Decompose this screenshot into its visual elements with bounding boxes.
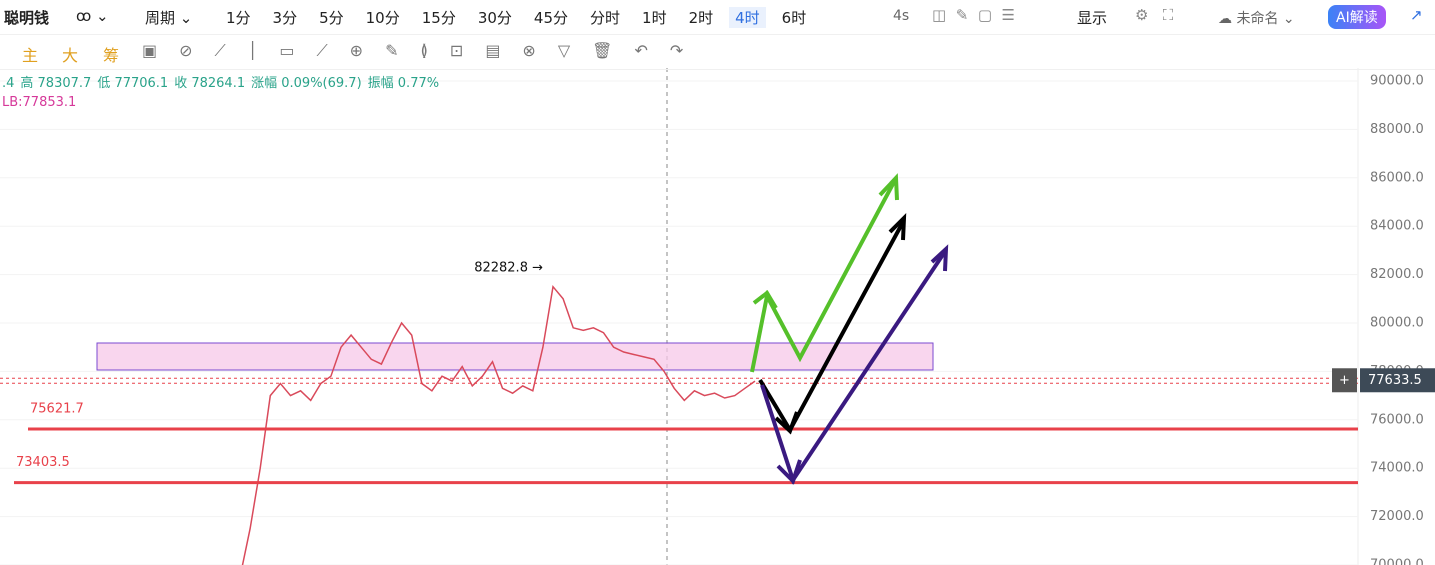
- chips-tool[interactable]: 筹: [103, 46, 120, 65]
- big-tool[interactable]: 大: [62, 46, 79, 65]
- y-tick-label: 90000.0: [1370, 74, 1424, 89]
- info-line: .4 高 78307.7 低 77706.1 收 78264.1 涨幅 0.09%(69…: [2, 72, 445, 91]
- interval[interactable]: 1分: [226, 9, 251, 27]
- interval[interactable]: 15分: [421, 9, 456, 27]
- marks: 70000.072000.074000.076000.078000.080000…: [0, 74, 1435, 565]
- arrow-head: [776, 459, 802, 485]
- info-item: 低 77706.1: [97, 76, 169, 91]
- interval[interactable]: 10分: [365, 9, 400, 27]
- main-tool[interactable]: 主: [22, 46, 39, 65]
- interval[interactable]: 4时: [729, 7, 766, 28]
- y-tick-label: 86000.0: [1370, 170, 1424, 185]
- icons[interactable]: ◫ ✎ ▢ ☰: [932, 6, 1015, 24]
- arrow-head: [752, 290, 778, 310]
- indicator-line: LB:77853.1: [2, 95, 77, 110]
- brand[interactable]: 聪明钱: [4, 9, 50, 27]
- y-tick-label: 84000.0: [1370, 219, 1424, 234]
- intervals: 1分 3分 5分 10分 15分 30分 45分 分时 1时 2时 4时 6时: [226, 7, 828, 28]
- interval[interactable]: 5分: [319, 9, 344, 27]
- arrow-head: [774, 411, 799, 435]
- interval[interactable]: 2时: [688, 9, 714, 27]
- layout[interactable]: ☁ 未命名 ⌄: [1218, 11, 1295, 27]
- y-tick-label: 76000.0: [1370, 412, 1424, 427]
- layout-name: 未命名: [1236, 11, 1279, 27]
- interval[interactable]: 30分: [477, 9, 512, 27]
- toolbar: 聪明钱 ꝏ ⌄ 周期 ⌄ 1分 3分 5分 10分 15分 30分 45分 分时 1时 2时 4时 6…: [0, 0, 1435, 34]
- interval[interactable]: 1时: [642, 9, 667, 27]
- ai-button[interactable]: AI解读: [1328, 5, 1386, 29]
- info-item: 高 78307.7: [20, 76, 92, 91]
- drawings: [750, 173, 949, 485]
- info-item: 收 78264.1: [174, 76, 246, 91]
- y-tick-label: 88000.0: [1370, 122, 1424, 137]
- tool-icons[interactable]: ▣⊘⟋│▭⟋⊕✎≬⊡▤⊗▽🗑↶↷: [142, 41, 706, 60]
- period-label: 周期: [145, 9, 176, 27]
- y-tick-label: 82000.0: [1370, 267, 1424, 282]
- interval[interactable]: 6时: [781, 9, 807, 27]
- crosshair-plus: +: [1339, 373, 1350, 388]
- share[interactable]: ↗: [1410, 6, 1423, 24]
- level-label: 73403.5: [16, 455, 70, 470]
- info-item: 振幅 0.77%: [367, 76, 440, 91]
- price-tag: [1360, 368, 1435, 393]
- period[interactable]: 周期 ⌄: [145, 9, 193, 27]
- arrow-head: [930, 244, 949, 272]
- y-tick-label: 74000.0: [1370, 461, 1424, 476]
- crosshair-btn: [1332, 368, 1357, 393]
- y-tick-label: 70000.0: [1370, 558, 1424, 565]
- chart-type[interactable]: ꝏ ⌄: [76, 7, 109, 25]
- interval[interactable]: 分时: [590, 9, 621, 27]
- high-marker: 82282.8 →: [474, 260, 543, 275]
- arrow-green: [750, 181, 896, 373]
- price-tag-label: 77633.5: [1368, 373, 1422, 388]
- interval[interactable]: 45分: [533, 9, 569, 27]
- display[interactable]: 显示: [1077, 9, 1108, 27]
- interval[interactable]: 3分: [272, 9, 298, 27]
- arrow-head: [878, 173, 899, 201]
- arrow-head: [888, 212, 907, 241]
- price-line: [241, 284, 756, 565]
- y-tick-label: 80000.0: [1370, 316, 1424, 331]
- info-item: 涨幅 0.09%(69.7): [251, 76, 362, 91]
- level-label: 75621.7: [30, 401, 84, 416]
- icons[interactable]: ⚙ ⛶: [1135, 6, 1174, 24]
- y-tick-label: 72000.0: [1370, 509, 1424, 524]
- refresh[interactable]: 4s: [893, 8, 910, 24]
- drawing-toolbar: 主 大 筹 ▣⊘⟋│▭⟋⊕✎≬⊡▤⊗▽🗑↶↷: [0, 34, 1435, 70]
- info-item: .4: [2, 76, 15, 91]
